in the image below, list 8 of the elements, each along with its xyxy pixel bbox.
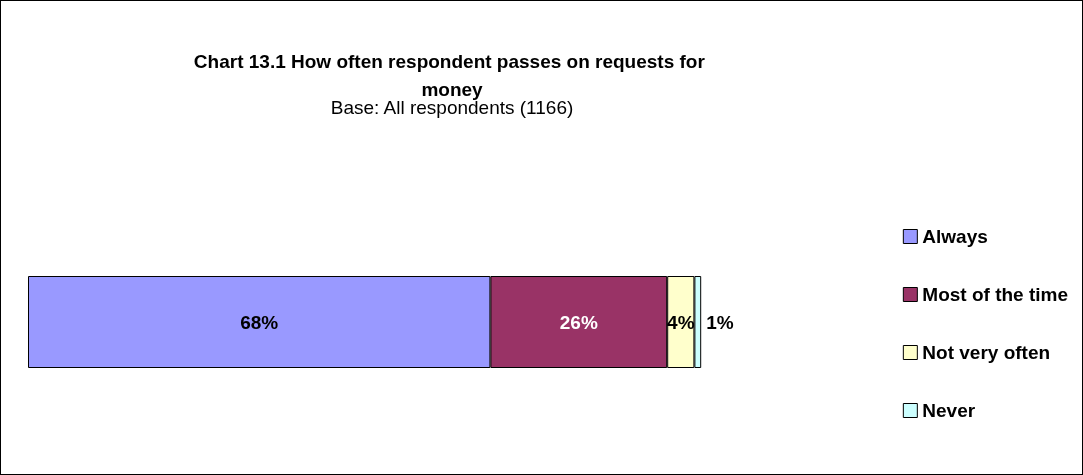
chart-title: Chart 13.1 How often respondent passes on requests for money bbox=[193, 50, 711, 100]
legend-label: Not very often bbox=[922, 342, 1051, 363]
data-label: 26% bbox=[559, 311, 598, 333]
data-label: 68% bbox=[240, 311, 279, 333]
legend-label: Most of the time bbox=[922, 284, 1069, 305]
legend-label: Always bbox=[922, 226, 988, 247]
data-label: 1% bbox=[706, 311, 734, 333]
legend-label: Never bbox=[922, 400, 976, 421]
